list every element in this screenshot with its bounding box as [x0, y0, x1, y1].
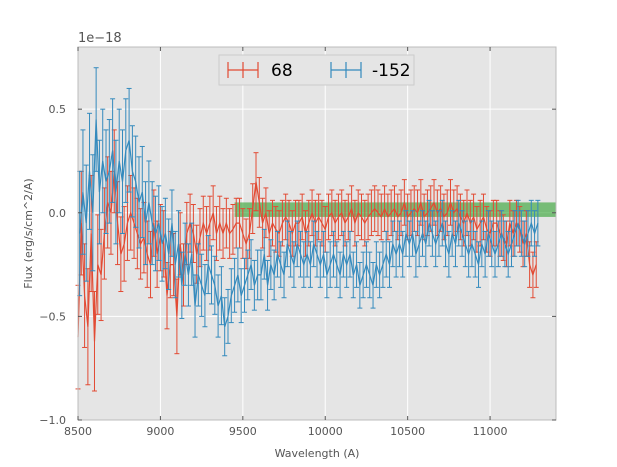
- x-tick-label: 11000: [473, 425, 508, 438]
- y-axis-label: Flux (erg/s/cm^2/A): [22, 178, 35, 288]
- series-layer: [75, 67, 541, 392]
- legend-label: 68: [271, 61, 293, 81]
- x-tick-label: 8500: [64, 425, 92, 438]
- x-tick-label: 9500: [229, 425, 257, 438]
- axes: 8500 9000 9500 10000 10500 11000 −1.0 −0.5 0.0 0.…: [39, 46, 557, 438]
- x-tick-label: 10500: [390, 425, 425, 438]
- y-tick-label: −1.0: [39, 414, 66, 427]
- legend-label: -152: [372, 61, 411, 81]
- y-tick-label: 0.0: [49, 207, 67, 220]
- y-offset-text: 1e−18: [78, 31, 122, 46]
- legend-entry: -152: [330, 61, 411, 81]
- x-tick-label: 9000: [146, 425, 174, 438]
- axes-frame: [77, 46, 557, 421]
- legend: 68 -152: [218, 54, 415, 86]
- y-tick-label: 0.5: [49, 103, 67, 116]
- y-tick-label: −0.5: [39, 310, 66, 323]
- x-axis-label: Wavelength (A): [275, 447, 360, 460]
- series-a: [75, 129, 539, 392]
- x-tick-label: 10000: [308, 425, 343, 438]
- legend-entry: 68: [227, 61, 293, 81]
- series-line: [79, 119, 539, 327]
- series-b: [77, 67, 541, 357]
